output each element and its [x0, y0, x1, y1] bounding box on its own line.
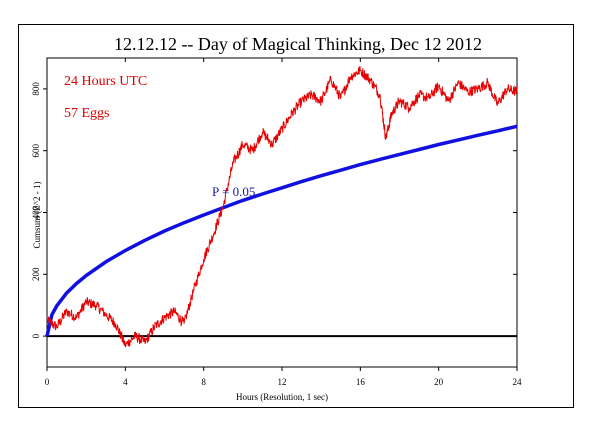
y-tick-label-3: 600	[31, 143, 41, 157]
x-tick-label-4: 16	[356, 377, 366, 387]
chart-title: 12.12.12 -- Day of Magical Thinking, Dec…	[113, 34, 483, 54]
x-axis-label: Hours (Resolution, 1 sec)	[236, 392, 328, 402]
x-axis: 0 4 8 12 16 20 24	[45, 58, 522, 387]
series-cumsum-line	[46, 65, 518, 348]
annotation-significance: P = 0.05	[212, 184, 255, 199]
y-tick-label-2: 400	[31, 205, 41, 219]
annotation-eggs: 57 Eggs	[64, 106, 110, 121]
x-tick-label-3: 12	[278, 377, 287, 387]
x-tick-label-5: 20	[434, 377, 444, 387]
y-tick-label-4: 800	[31, 82, 41, 96]
y-tick-label-0: 0	[31, 333, 41, 338]
x-tick-label-0: 0	[45, 377, 50, 387]
x-tick-label-2: 8	[201, 377, 206, 387]
series-envelope-line	[45, 124, 518, 337]
x-tick-label-6: 24	[513, 377, 523, 387]
chart-frame	[18, 24, 574, 408]
plot-area	[46, 57, 518, 368]
y-tick-label-1: 200	[31, 267, 41, 281]
x-tick-label-1: 4	[123, 377, 128, 387]
annotation-duration: 24 Hours UTC	[64, 74, 147, 89]
series-layer	[45, 65, 518, 348]
y-axis-label: Cumsum (Z^2 - 1)	[32, 182, 42, 249]
